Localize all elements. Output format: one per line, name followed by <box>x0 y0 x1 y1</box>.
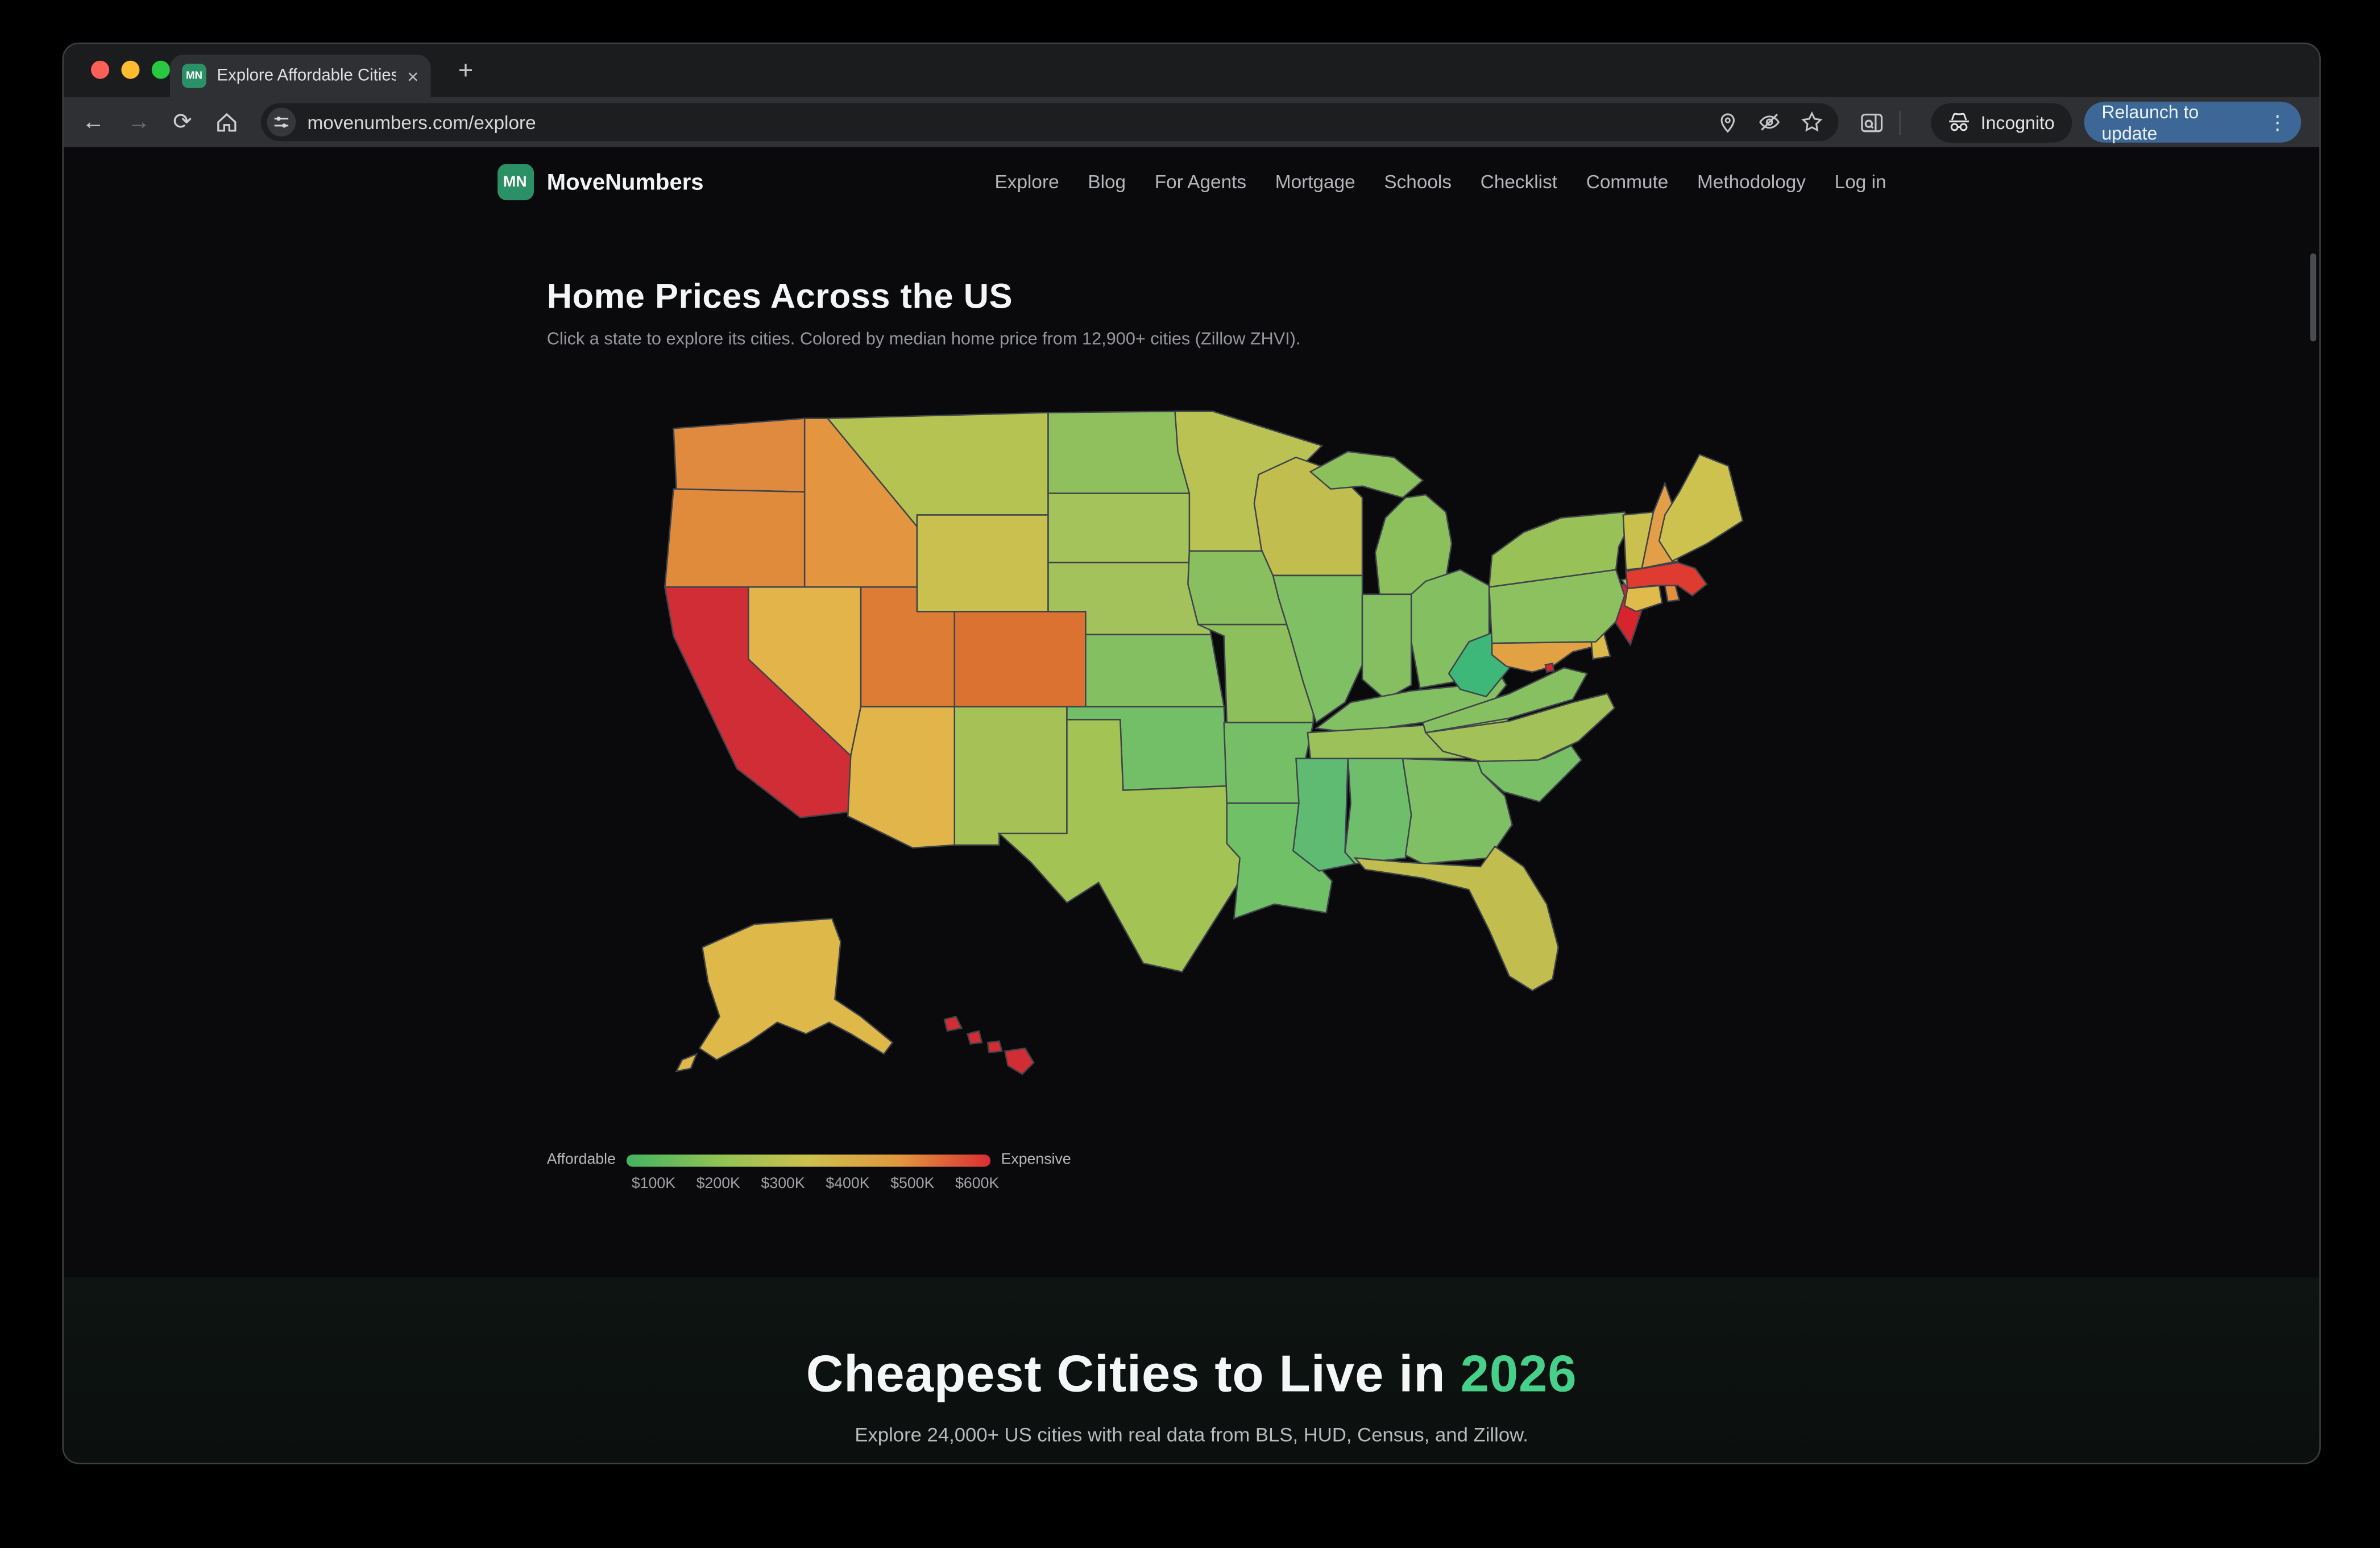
state-RI[interactable] <box>1663 583 1680 602</box>
nav-item-checklist[interactable]: Checklist <box>1480 171 1558 193</box>
state-FL[interactable] <box>1353 845 1558 992</box>
legend-tick: $100K <box>631 1176 676 1193</box>
nav-item-blog[interactable]: Blog <box>1088 171 1126 193</box>
state-OR[interactable] <box>663 488 805 588</box>
state-CT[interactable] <box>1623 585 1662 612</box>
brand-name: MoveNumbers <box>546 169 704 195</box>
legend-tick: $400K <box>826 1176 870 1193</box>
forward-button[interactable]: → <box>127 109 151 135</box>
nav-item-mortgage[interactable]: Mortgage <box>1275 171 1355 193</box>
hero-subtitle: Explore 24,000+ US cities with real data… <box>855 1423 1528 1446</box>
scrollbar-thumb[interactable] <box>2310 253 2316 342</box>
state-HI[interactable] <box>1003 1047 1034 1075</box>
side-panel-icon[interactable] <box>1859 110 1884 134</box>
hero-title: Cheapest Cities to Live in 2026 <box>64 1346 2319 1405</box>
state-CO[interactable] <box>953 611 1086 707</box>
state-AL[interactable] <box>1343 758 1412 865</box>
state-AK[interactable] <box>698 917 893 1061</box>
main-nav: Explore Blog For Agents Mortgage Schools… <box>995 171 1886 192</box>
legend-tick: $500K <box>890 1176 935 1193</box>
address-bar[interactable]: movenumbers.com/explore <box>260 103 1839 142</box>
tab-close-icon[interactable]: × <box>407 64 419 88</box>
state-DC[interactable] <box>1544 663 1554 673</box>
site-header: MN MoveNumbers Explore Blog For Agents M… <box>496 147 1886 217</box>
browser-tab[interactable]: MN Explore Affordable Cities to Li × <box>169 55 431 97</box>
nav-item-for-agents[interactable]: For Agents <box>1154 171 1247 193</box>
state-ME[interactable] <box>1657 453 1743 562</box>
site-settings-icon[interactable] <box>266 107 296 137</box>
brand-link[interactable]: MN MoveNumbers <box>496 164 704 201</box>
url-text[interactable]: movenumbers.com/explore <box>307 111 536 133</box>
relaunch-label: Relaunch to update <box>2101 101 2199 144</box>
state-KS[interactable] <box>1084 634 1224 707</box>
legend-tick: $200K <box>696 1176 740 1193</box>
page-content: MN MoveNumbers Explore Blog For Agents M… <box>64 147 2320 1463</box>
state-NM[interactable] <box>953 706 1067 846</box>
state-HI[interactable] <box>943 1016 962 1032</box>
state-HI[interactable] <box>965 1030 982 1045</box>
new-tab-button[interactable]: + <box>458 56 474 85</box>
state-ND[interactable] <box>1046 410 1189 494</box>
state-SC[interactable] <box>1475 744 1582 803</box>
legend-tick: $300K <box>761 1176 805 1193</box>
reload-button[interactable]: ⟳ <box>173 109 192 135</box>
toolbar-divider <box>1898 110 1901 135</box>
us-choropleth-map[interactable] <box>615 382 1768 1103</box>
tab-title: Explore Affordable Cities to Li <box>217 67 396 85</box>
state-MS[interactable] <box>1291 758 1356 872</box>
legend-affordable-label: Affordable <box>546 1151 616 1169</box>
tab-favicon: MN <box>182 64 206 88</box>
back-button[interactable]: ← <box>82 109 105 135</box>
browser-menu-icon[interactable]: ⋮ <box>2267 110 2288 133</box>
state-SD[interactable] <box>1046 492 1197 564</box>
state-IN[interactable] <box>1361 593 1412 701</box>
nav-item-methodology[interactable]: Methodology <box>1697 171 1806 193</box>
incognito-badge: Incognito <box>1930 102 2072 142</box>
site-logo: MN <box>496 164 533 201</box>
browser-toolbar: ← → ⟳ movenumbers.com/explore <box>64 97 2320 147</box>
state-NY[interactable] <box>1487 511 1631 588</box>
eye-off-icon[interactable] <box>1758 111 1781 134</box>
us-map-container <box>615 382 1768 1103</box>
maximize-window-button[interactable] <box>151 60 170 79</box>
state-MI[interactable] <box>1308 450 1424 499</box>
hero-title-prefix: Cheapest Cities to Live in <box>806 1346 1461 1404</box>
state-AZ[interactable] <box>846 706 955 849</box>
nav-item-explore[interactable]: Explore <box>994 171 1059 193</box>
map-legend: Affordable Expensive <box>547 1152 1836 1168</box>
state-WA[interactable] <box>671 417 805 493</box>
relaunch-update-button[interactable]: Relaunch to update ⋮ <box>2083 101 2302 144</box>
legend-expensive-label: Expensive <box>1001 1151 1071 1169</box>
legend-gradient-bar <box>626 1153 990 1166</box>
map-section: Home Prices Across the US Click a state … <box>547 276 1836 1193</box>
window-controls <box>91 60 170 79</box>
state-NC[interactable] <box>1423 693 1615 763</box>
home-button[interactable] <box>215 111 238 134</box>
minimize-window-button[interactable] <box>121 60 140 79</box>
nav-item-schools[interactable]: Schools <box>1384 171 1452 193</box>
legend-ticks: $100K $200K $300K $400K $500K $600K <box>621 1176 1010 1193</box>
nav-item-login[interactable]: Log in <box>1834 171 1886 193</box>
location-icon[interactable] <box>1717 111 1738 133</box>
bookmark-star-icon[interactable] <box>1800 111 1823 134</box>
hero-section: Cheapest Cities to Live in 2026 Explore … <box>64 1277 2320 1463</box>
state-HI[interactable] <box>986 1040 1002 1054</box>
state-WY[interactable] <box>915 514 1048 612</box>
page-subtitle: Click a state to explore its cities. Col… <box>546 330 1301 349</box>
close-window-button[interactable] <box>91 60 110 79</box>
nav-item-commute[interactable]: Commute <box>1586 171 1669 193</box>
state-MA[interactable] <box>1624 561 1707 597</box>
state-VA[interactable] <box>1421 667 1588 734</box>
legend-tick: $600K <box>955 1176 1000 1193</box>
page-title: Home Prices Across the US <box>546 276 1013 316</box>
incognito-label: Incognito <box>1980 111 2055 133</box>
browser-window: MN Explore Affordable Cities to Li × + ←… <box>62 42 2321 1464</box>
state-TX[interactable] <box>996 719 1246 973</box>
hero-title-year: 2026 <box>1460 1346 1577 1404</box>
tab-strip: MN Explore Affordable Cities to Li × + <box>64 44 2320 97</box>
state-AK[interactable] <box>674 1053 698 1073</box>
